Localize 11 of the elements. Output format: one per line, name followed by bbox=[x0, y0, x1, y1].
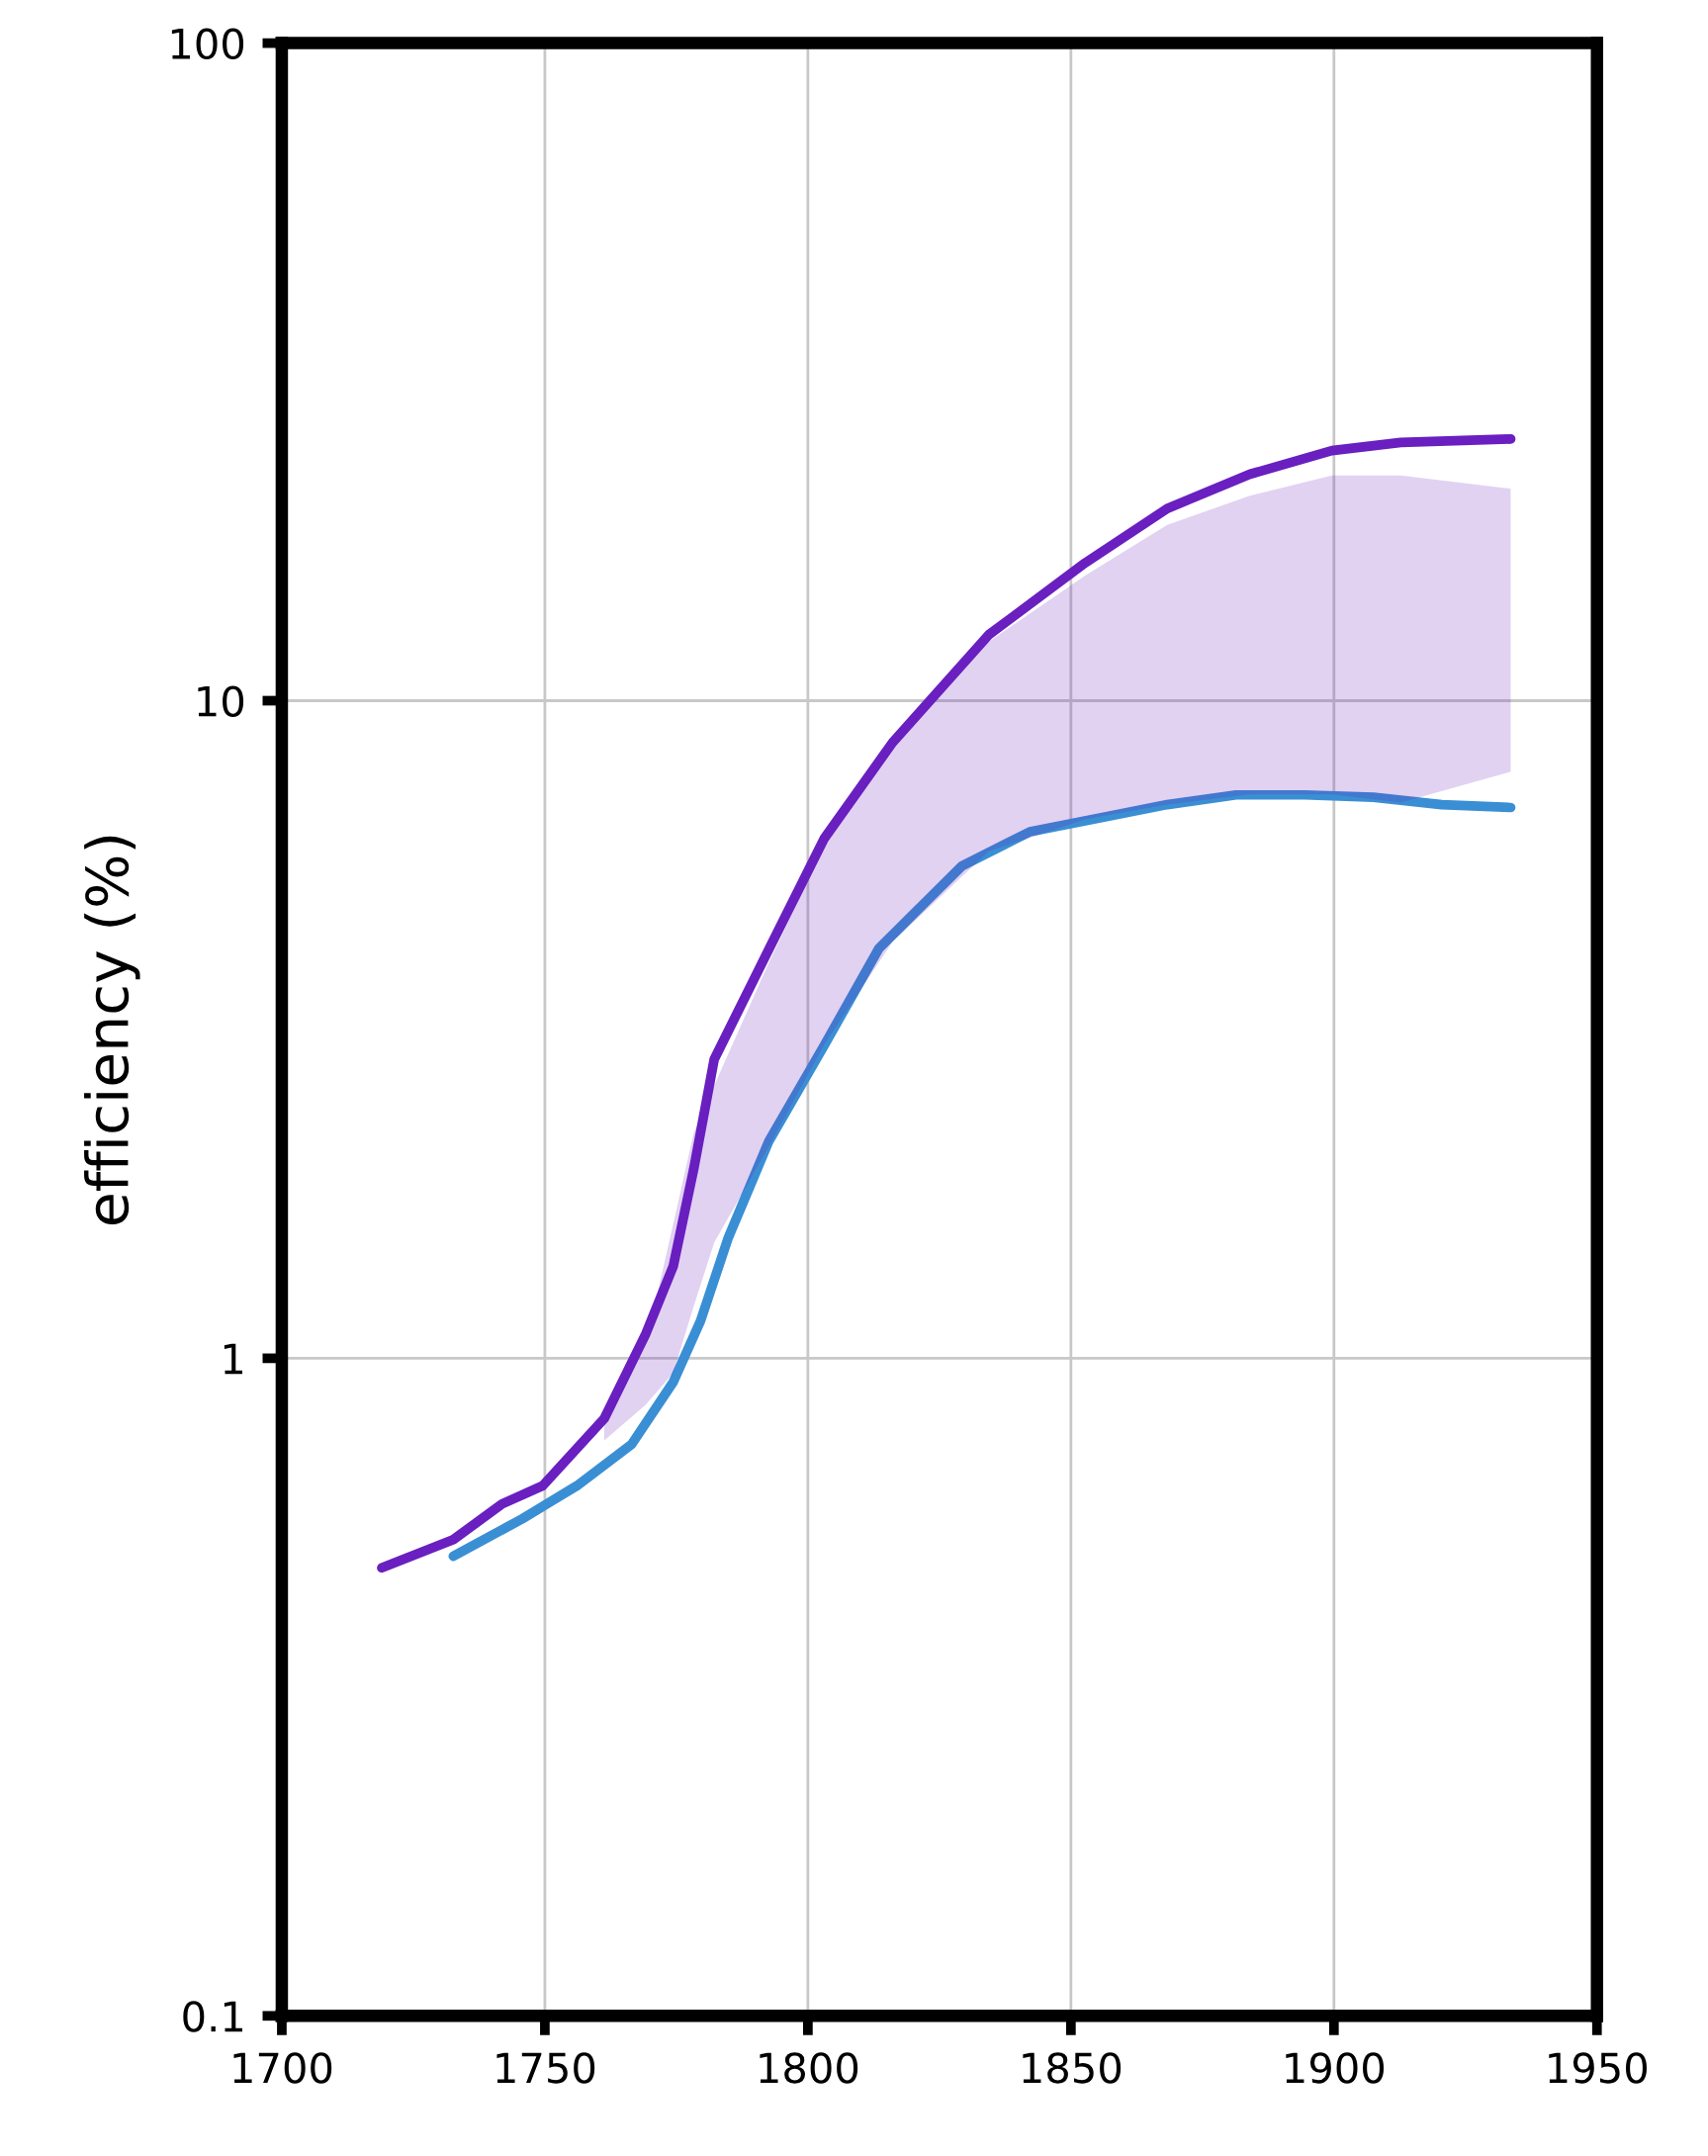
y-axis-title: efficiency (%) bbox=[84, 836, 140, 1224]
y-tick-label: 100 bbox=[171, 28, 244, 60]
x-tick-label: 1950 bbox=[1549, 2052, 1647, 2084]
x-tick-label: 1800 bbox=[760, 2052, 858, 2084]
y-tick-label: 1 bbox=[224, 1343, 242, 1375]
x-tick-label: 1900 bbox=[1286, 2052, 1385, 2084]
x-tick-label: 1750 bbox=[496, 2052, 595, 2084]
y-tick-label: 0.1 bbox=[183, 2001, 242, 2032]
x-tick-label: 1850 bbox=[1023, 2052, 1122, 2084]
y-tick-label: 10 bbox=[198, 685, 244, 717]
x-tick-label: 1700 bbox=[233, 2052, 332, 2084]
